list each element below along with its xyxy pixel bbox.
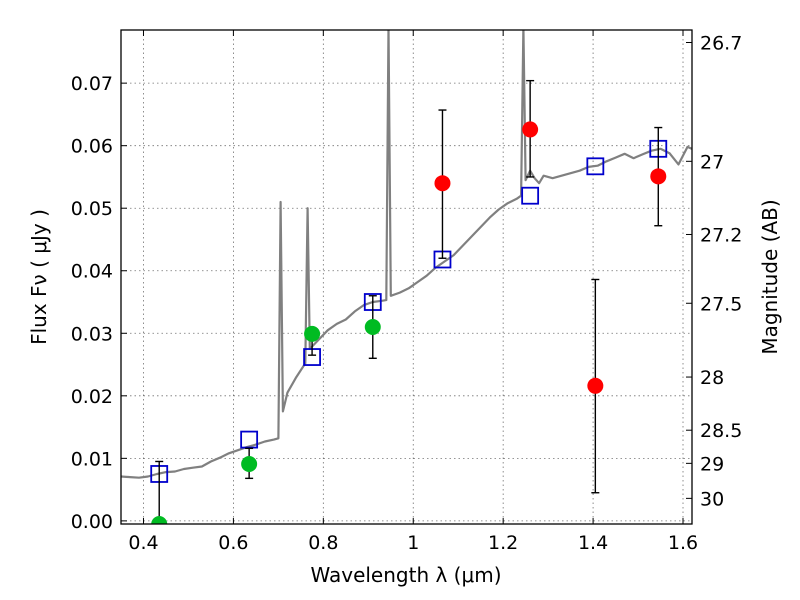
x-tick-label: 1.4 bbox=[578, 532, 608, 554]
right-tick-label: 27.2 bbox=[700, 224, 742, 246]
y-tick-label: 0.03 bbox=[71, 323, 113, 345]
observed-point bbox=[304, 325, 321, 342]
plot-background bbox=[121, 30, 692, 524]
x-tick-label: 1.2 bbox=[488, 532, 518, 554]
y-tick-label: 0.00 bbox=[71, 511, 113, 533]
right-tick-label: 30 bbox=[700, 488, 724, 510]
axis-ticks: 0.4 0.6 0.8 1 1.2 1.4 1.6 0.00 0.01 0.02 0.03 0.04 0… bbox=[71, 30, 742, 554]
observed-point bbox=[587, 377, 604, 394]
y-tick-label: 0.04 bbox=[71, 261, 113, 283]
right-axis-label: Magnitude (AB) bbox=[758, 199, 782, 354]
x-tick-label: 0.4 bbox=[128, 532, 158, 554]
y-tick-label: 0.05 bbox=[71, 198, 113, 220]
y-tick-label: 0.07 bbox=[71, 73, 113, 95]
plot-frame bbox=[120, 29, 693, 525]
x-tick-label: 0.6 bbox=[218, 532, 248, 554]
y-tick-label: 0.02 bbox=[71, 386, 113, 408]
x-tick-label: 1.6 bbox=[668, 532, 698, 554]
right-tick-label: 26.7 bbox=[700, 33, 742, 55]
grid bbox=[121, 30, 692, 524]
model-square-point bbox=[240, 430, 259, 449]
data-series bbox=[121, 30, 692, 524]
right-tick-label: 28.5 bbox=[700, 420, 742, 442]
model-square-point bbox=[521, 186, 540, 205]
right-tick-label: 29 bbox=[700, 453, 724, 475]
observed-point bbox=[364, 319, 381, 336]
observed-point bbox=[151, 516, 168, 524]
observed-point bbox=[434, 175, 451, 192]
right-tick-label: 27 bbox=[700, 151, 724, 173]
y-axis-label: Flux Fν ( μJy ) bbox=[27, 209, 51, 345]
observed-point bbox=[241, 455, 258, 472]
model-square-point bbox=[586, 157, 605, 176]
right-tick-label: 28 bbox=[700, 367, 724, 389]
right-tick-label: 27.5 bbox=[700, 293, 742, 315]
y-tick-label: 0.06 bbox=[71, 136, 113, 158]
observed-point bbox=[650, 168, 667, 185]
observed-point bbox=[522, 121, 539, 138]
x-tick-label: 1 bbox=[407, 532, 419, 554]
x-tick-label: 0.8 bbox=[308, 532, 338, 554]
y-tick-label: 0.01 bbox=[71, 448, 113, 470]
spectrum-line bbox=[121, 30, 692, 479]
x-axis-label: Wavelength λ (μm) bbox=[310, 563, 501, 587]
